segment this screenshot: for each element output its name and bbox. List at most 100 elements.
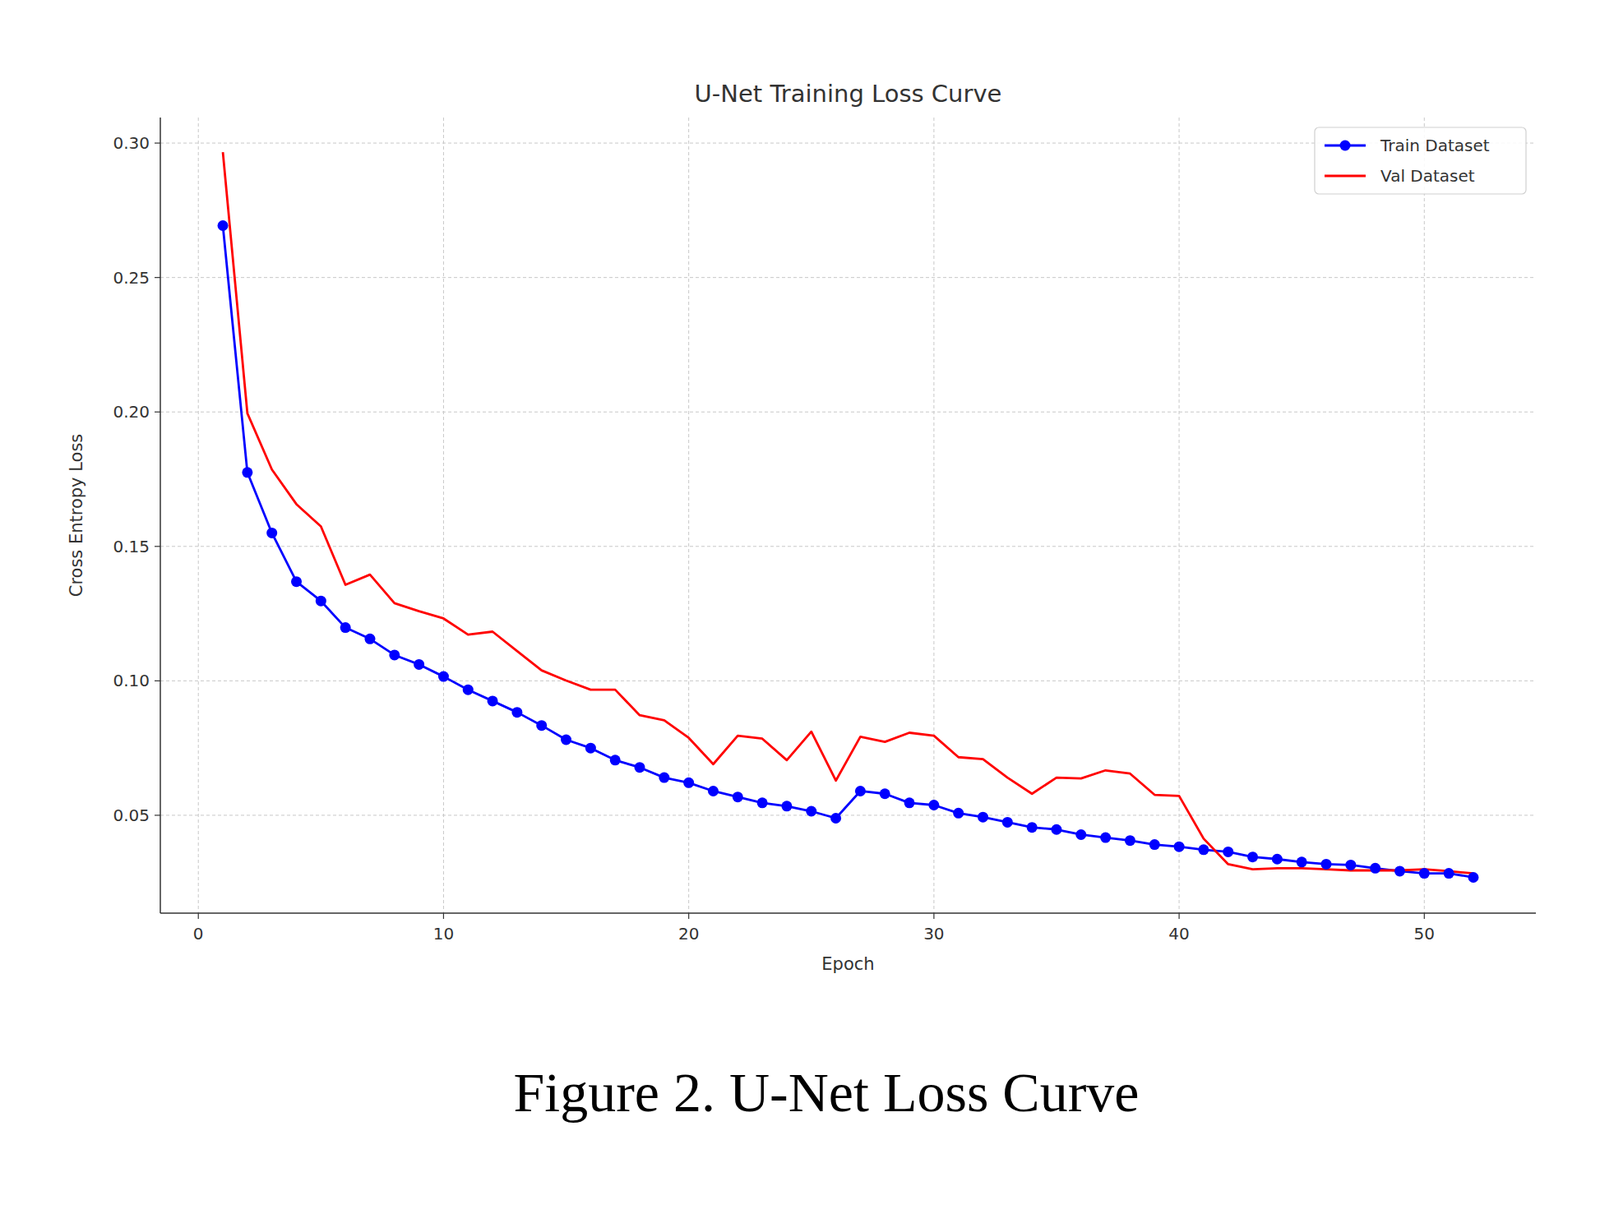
point-marker (977, 812, 989, 824)
y-tick-label: 0.30 (112, 133, 150, 153)
y-tick (154, 142, 161, 144)
y-tick (154, 545, 161, 547)
point-marker (1369, 863, 1381, 874)
x-axis-line (160, 912, 1536, 915)
point-marker (1075, 829, 1087, 841)
legend-marker (1340, 140, 1351, 152)
y-tick (154, 277, 161, 278)
point-marker (904, 797, 916, 809)
point-marker (462, 684, 474, 696)
legend-frame (1314, 127, 1527, 195)
x-tick (198, 913, 199, 920)
point-marker (315, 596, 327, 607)
point-marker (781, 800, 792, 812)
y-tick (154, 814, 161, 816)
axes: 0 10 20 30 40 50 0.05 0.10 0.15 0.20 0.25 0.30 (112, 117, 1536, 944)
x-grid-line (933, 117, 935, 914)
point-marker (855, 786, 866, 797)
point-marker (658, 772, 670, 784)
point-marker (683, 777, 694, 789)
x-tick-label: 30 (923, 924, 944, 944)
point-marker (266, 527, 278, 539)
point-marker (1419, 868, 1430, 879)
y-tick-label: 0.05 (112, 805, 150, 826)
point-marker (1100, 832, 1111, 844)
point-marker (1149, 839, 1161, 851)
plot-area (217, 152, 1480, 884)
series-line (222, 226, 1474, 879)
point-marker (438, 671, 449, 683)
x-grid-line (443, 117, 444, 914)
point-marker (536, 720, 547, 731)
point-marker (732, 791, 744, 803)
x-tick-label: 50 (1414, 924, 1435, 944)
x-grid-line (688, 117, 690, 914)
point-marker (291, 576, 302, 588)
point-marker (560, 734, 572, 745)
root: 0 10 20 30 40 50 0.05 0.10 0.15 0.20 0.25 0.30 U-Net… (0, 0, 1600, 1223)
point-marker (1345, 860, 1356, 871)
x-axis-label: Epoch (821, 954, 874, 975)
figure-caption: Figure 2. U-Net Loss Curve (513, 1061, 1139, 1124)
point-marker (928, 800, 939, 811)
point-marker (511, 707, 523, 718)
point-marker (241, 467, 253, 478)
point-marker (634, 762, 646, 773)
point-marker (388, 649, 400, 661)
x-tick-label: 0 (193, 924, 204, 944)
y-tick-label: 0.20 (112, 402, 150, 422)
point-marker (1443, 868, 1455, 879)
y-tick-label: 0.25 (112, 268, 150, 288)
point-marker (217, 220, 229, 232)
point-marker (879, 788, 891, 800)
point-marker (1174, 841, 1185, 853)
point-marker (1197, 844, 1209, 856)
chart-title: U-Net Training Loss Curve (694, 79, 1003, 108)
x-tick-label: 20 (678, 924, 699, 944)
y-tick (154, 680, 161, 682)
x-tick (1178, 913, 1180, 920)
point-marker (585, 743, 597, 754)
point-marker (610, 754, 621, 766)
series-line (222, 152, 1474, 874)
point-marker (1321, 859, 1332, 870)
x-tick (443, 913, 444, 920)
point-marker (1026, 822, 1038, 833)
point-marker (340, 622, 352, 634)
point-marker (487, 695, 499, 707)
x-tick-label: 40 (1168, 924, 1189, 944)
point-marker (1296, 856, 1308, 868)
legend: Train DatasetVal Dataset (1314, 127, 1527, 195)
y-grid-line (160, 814, 1536, 816)
point-marker (805, 806, 817, 818)
point-marker (1222, 846, 1234, 858)
x-tick (688, 913, 690, 920)
point-marker (1467, 872, 1479, 884)
y-axis-line (159, 117, 162, 914)
x-tick (933, 913, 935, 920)
point-marker (952, 808, 964, 819)
point-marker (707, 786, 719, 797)
grid (160, 117, 1536, 914)
point-marker (1394, 865, 1406, 877)
point-marker (1247, 851, 1258, 863)
y-tick-label: 0.15 (112, 536, 150, 557)
y-tick (154, 411, 161, 413)
point-marker (757, 797, 768, 809)
point-marker (1050, 824, 1062, 836)
x-grid-line (1179, 117, 1180, 914)
y-grid-line (160, 545, 1536, 547)
x-tick-label: 10 (433, 924, 454, 944)
y-tick-label: 0.10 (112, 670, 150, 691)
point-marker (413, 659, 425, 671)
y-grid-line (160, 277, 1536, 278)
y-grid-line (160, 680, 1536, 682)
x-grid-line (1424, 117, 1425, 914)
legend-label: Val Dataset (1380, 166, 1476, 186)
y-grid-line (160, 411, 1536, 413)
legend-swatch (1324, 175, 1366, 178)
point-marker (364, 633, 375, 645)
point-marker (1124, 835, 1136, 847)
point-marker (1271, 854, 1283, 865)
x-tick (1424, 913, 1425, 920)
